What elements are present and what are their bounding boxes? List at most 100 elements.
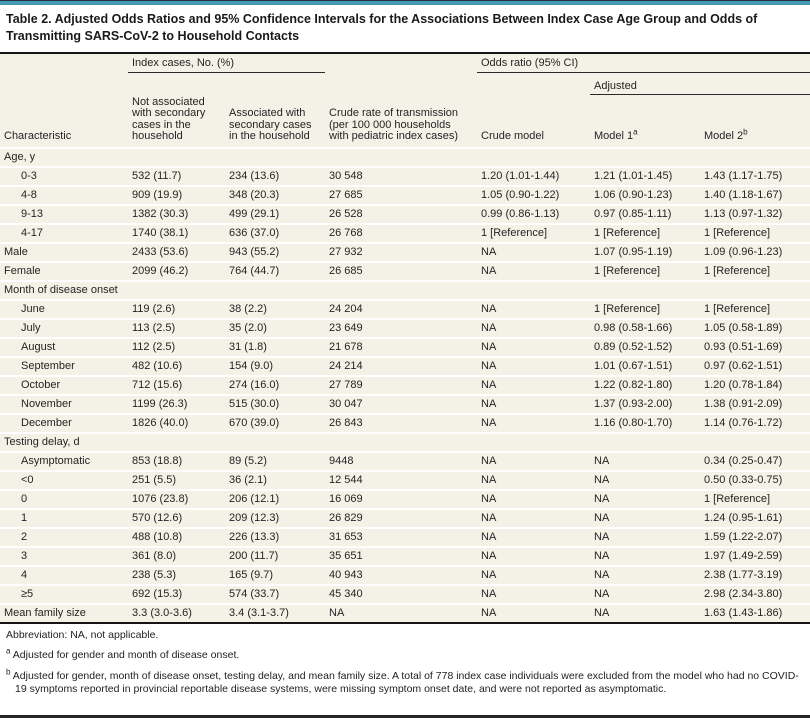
table-cell: 251 (5.5)	[128, 469, 225, 490]
table-cell: NA	[477, 602, 590, 622]
row-label: Female	[0, 260, 128, 281]
row-label: 9-13	[0, 203, 128, 224]
table-cell: NA	[477, 336, 590, 357]
table-cell: 30 548	[325, 165, 477, 186]
table-cell: 1 [Reference]	[700, 488, 810, 509]
table-cell: 2.38 (1.77-3.19)	[700, 564, 810, 585]
table-row: October 712 (15.6) 274 (16.0) 27 789 NA 1.22 …	[0, 374, 810, 395]
table-cell: 0.97 (0.85-1.11)	[590, 203, 700, 224]
row-label: 3	[0, 545, 128, 566]
section-label: Month of disease onset	[0, 279, 810, 300]
table-cell: 26 843	[325, 412, 477, 433]
table-cell: 30 047	[325, 393, 477, 414]
table-cell: 0.50 (0.33-0.75)	[700, 469, 810, 490]
table-cell: 1740 (38.1)	[128, 222, 225, 243]
footnote-a: a Adjusted for gender and month of disea…	[6, 647, 802, 663]
column-header-not-associated: Not associated with secondary cases in t…	[132, 95, 206, 142]
header-spacer	[0, 54, 128, 72]
table-cell: NA	[590, 488, 700, 509]
table-cell: 574 (33.7)	[225, 583, 325, 604]
table-cell: 40 943	[325, 564, 477, 585]
table-cell: 1826 (40.0)	[128, 412, 225, 433]
table-cell: 692 (15.3)	[128, 583, 225, 604]
table-cell: 0.34 (0.25-0.47)	[700, 450, 810, 471]
row-label: 0	[0, 488, 128, 509]
section-row: Age, y	[0, 146, 810, 167]
table-cell: 499 (29.1)	[225, 203, 325, 224]
table-cell: 200 (11.7)	[225, 545, 325, 566]
row-label: 0-3	[0, 165, 128, 186]
table-cell: 712 (15.6)	[128, 374, 225, 395]
footnote-b: b Adjusted for gender, month of disease …	[6, 667, 802, 697]
table-cell: 853 (18.8)	[128, 450, 225, 471]
table-cell: 1.59 (1.22-2.07)	[700, 526, 810, 547]
header-group-row: Index cases, No. (%) Odds ratio (95% CI)	[0, 54, 810, 73]
table-cell: 27 789	[325, 374, 477, 395]
section-row: Testing delay, d	[0, 431, 810, 452]
table-row: Female 2099 (46.2) 764 (44.7) 26 685 NA 1 [Re…	[0, 260, 810, 281]
table-header: Index cases, No. (%) Odds ratio (95% CI)…	[0, 54, 810, 148]
model1-label: Model 1	[594, 130, 634, 142]
table-cell: 532 (11.7)	[128, 165, 225, 186]
table-cell: 515 (30.0)	[225, 393, 325, 414]
header-columns-row: Characteristic Not associated with secon…	[0, 95, 810, 148]
table-cell: 209 (12.3)	[225, 507, 325, 528]
table-cell: 636 (37.0)	[225, 222, 325, 243]
table-cell: 45 340	[325, 583, 477, 604]
table-cell: NA	[590, 583, 700, 604]
footnote-b-mark: b	[6, 667, 11, 676]
table-cell: NA	[325, 602, 477, 622]
column-header-model1: Model 1a	[590, 95, 700, 148]
abbreviation-note: Abbreviation: NA, not applicable.	[6, 628, 159, 641]
table-cell: 1.06 (0.90-1.23)	[590, 184, 700, 205]
table-row: July 113 (2.5) 35 (2.0) 23 649 NA 0.98 (0.58-…	[0, 317, 810, 338]
table-cell: NA	[590, 564, 700, 585]
row-label: Mean family size	[0, 602, 128, 622]
table-cell: 1 [Reference]	[477, 222, 590, 243]
table-cell: 26 829	[325, 507, 477, 528]
table-cell: 1.16 (0.80-1.70)	[590, 412, 700, 433]
table-cell: 1076 (23.8)	[128, 488, 225, 509]
table-cell: NA	[477, 393, 590, 414]
table-cell: 3.3 (3.0-3.6)	[128, 602, 225, 622]
table-row: 4 238 (5.3) 165 (9.7) 40 943 NA NA 2.38 (1.77-…	[0, 564, 810, 585]
row-label: June	[0, 298, 128, 319]
table-cell: 89 (5.2)	[225, 450, 325, 471]
table-cell: 0.97 (0.62-1.51)	[700, 355, 810, 376]
table-cell: 0.89 (0.52-1.52)	[590, 336, 700, 357]
table-cell: NA	[477, 260, 590, 281]
table-cell: 206 (12.1)	[225, 488, 325, 509]
table-cell: 1382 (30.3)	[128, 203, 225, 224]
row-label: October	[0, 374, 128, 395]
table-cell: 26 528	[325, 203, 477, 224]
table-cell: 1 [Reference]	[700, 222, 810, 243]
table-cell: NA	[477, 412, 590, 433]
table-cell: NA	[477, 317, 590, 338]
table-cell: 112 (2.5)	[128, 336, 225, 357]
footnote-b-text: Adjusted for gender, month of disease on…	[12, 669, 799, 696]
row-label: 4-17	[0, 222, 128, 243]
model2-label: Model 2	[704, 130, 744, 142]
table-cell: NA	[477, 583, 590, 604]
table-cell: NA	[477, 298, 590, 319]
table-cell: 1 [Reference]	[700, 260, 810, 281]
table-cell: 348 (20.3)	[225, 184, 325, 205]
table-cell: NA	[477, 507, 590, 528]
row-label: 1	[0, 507, 128, 528]
header-spacer	[0, 72, 590, 95]
table-row: ≥5 692 (15.3) 574 (33.7) 45 340 NA NA 2.98 (2.…	[0, 583, 810, 604]
footnote-a-text: Adjusted for gender and month of disease…	[12, 649, 240, 661]
table-cell: 1.63 (1.43-1.86)	[700, 602, 810, 622]
table-row: Asymptomatic 853 (18.8) 89 (5.2) 9448 NA NA 0.…	[0, 450, 810, 471]
table-row: <0 251 (5.5) 36 (2.1) 12 544 NA NA 0.50 (0.33-…	[0, 469, 810, 490]
table-cell: NA	[477, 374, 590, 395]
table-cell: 1.43 (1.17-1.75)	[700, 165, 810, 186]
table-cell: 234 (13.6)	[225, 165, 325, 186]
table-cell: 1 [Reference]	[590, 298, 700, 319]
table-cell: 24 204	[325, 298, 477, 319]
row-label: ≥5	[0, 583, 128, 604]
table-cell: 274 (16.0)	[225, 374, 325, 395]
table-cell: NA	[477, 564, 590, 585]
table-body: Age, y 0-3 532 (11.7) 234 (13.6) 30 548 1.20 …	[0, 146, 810, 622]
table-cell: 1 [Reference]	[590, 260, 700, 281]
